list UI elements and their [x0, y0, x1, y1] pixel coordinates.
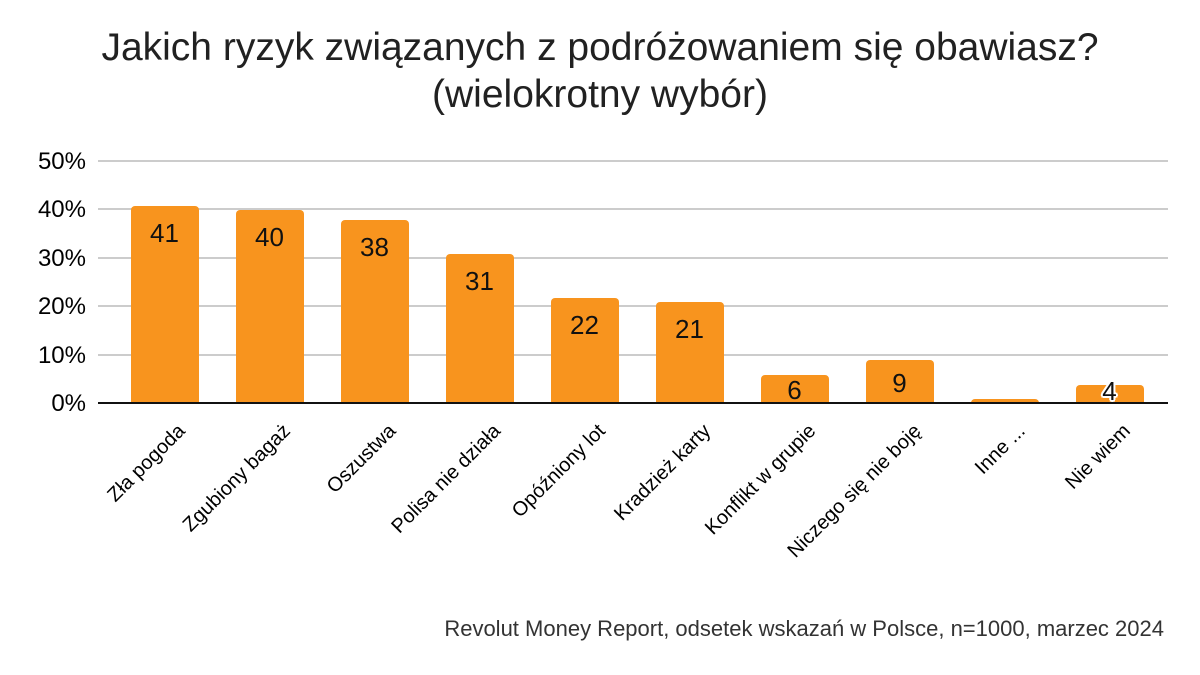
- gridline: [98, 256, 1168, 259]
- x-axis-column: Opóźniony lot: [508, 406, 637, 581]
- x-axis-column: Inne ...: [952, 406, 1057, 581]
- bar-value-label: 4: [1102, 376, 1117, 406]
- bar: [130, 205, 199, 404]
- bar-value-label: 41: [150, 217, 179, 248]
- bar: [655, 302, 724, 404]
- x-axis-column: Oszustwa: [322, 406, 427, 581]
- x-axis-column: Nie wiem: [1057, 406, 1162, 581]
- y-tick-label: 10%: [37, 341, 86, 369]
- bar-column: 9: [847, 162, 952, 404]
- bar: [865, 360, 934, 404]
- gridline: [98, 160, 1168, 162]
- bar-column: 6: [742, 162, 847, 406]
- x-axis-baseline: [98, 402, 1168, 404]
- source-note: Revolut Money Report, odsetek wskazań w …: [444, 616, 1164, 641]
- y-tick-label: 20%: [37, 293, 86, 321]
- bar-value-label: 40: [255, 222, 284, 253]
- bar-value-label: 21: [675, 314, 704, 345]
- bar-value-label: 9: [892, 368, 907, 399]
- bar-value-label: 31: [465, 265, 494, 296]
- y-axis: 0% 10% 20% 30% 40% 50%: [0, 148, 86, 417]
- chart-title-line1: Jakich ryzyk związanych z podróżowaniem …: [101, 26, 1099, 69]
- bar: [760, 374, 829, 404]
- bar-column: [952, 162, 1057, 404]
- x-axis-column: Zgubiony bagaż: [179, 406, 322, 581]
- gridline: [98, 305, 1168, 308]
- bar-column: 31: [427, 162, 532, 404]
- bar-column: 40: [217, 162, 322, 404]
- chart-title-line2: (wielokrotny wybór): [432, 73, 768, 116]
- gridline: [98, 208, 1168, 211]
- x-axis-label: Oszustwa: [322, 420, 401, 498]
- bar: [445, 253, 514, 404]
- x-axis: Zła pogoda Zgubiony bagaż Oszustwa Polisa n…: [104, 406, 1162, 581]
- x-axis-label: Zła pogoda: [103, 420, 191, 507]
- bar-value-label: 22: [570, 309, 599, 340]
- bar-column: 4: [1057, 162, 1162, 406]
- x-axis-column: Niczego się nie boję: [783, 406, 952, 581]
- bar: [550, 297, 619, 404]
- bar: [235, 210, 304, 404]
- plot-area: 41 40 38 31 22 21 6 9 4: [112, 162, 1162, 406]
- x-axis-label: Nie wiem: [1061, 420, 1136, 494]
- bar: [340, 220, 409, 404]
- bar-column: 22: [532, 162, 637, 404]
- y-tick-label: 0%: [51, 390, 86, 417]
- bar: [970, 399, 1039, 404]
- bar-column: 21: [637, 162, 742, 404]
- y-tick-label: 40%: [37, 196, 86, 224]
- bar-value-label: 6: [787, 375, 802, 406]
- gridline: [98, 353, 1168, 356]
- bar-value-label: 38: [360, 232, 389, 263]
- y-tick-label: 30%: [37, 244, 86, 272]
- x-axis-column: Polisa nie działa: [387, 406, 532, 581]
- bar-column: 41: [112, 162, 217, 404]
- x-axis-column: Kradzież karty: [610, 406, 742, 581]
- y-tick-label: 50%: [37, 148, 86, 175]
- chart-title: Jakich ryzyk związanych z podróżowaniem …: [0, 24, 1200, 118]
- bar: [1075, 384, 1144, 404]
- x-axis-label: Inne ...: [971, 420, 1031, 479]
- x-axis-column: Zła pogoda: [104, 406, 217, 581]
- bar-column: 38: [322, 162, 427, 404]
- gridlines: [98, 160, 1168, 404]
